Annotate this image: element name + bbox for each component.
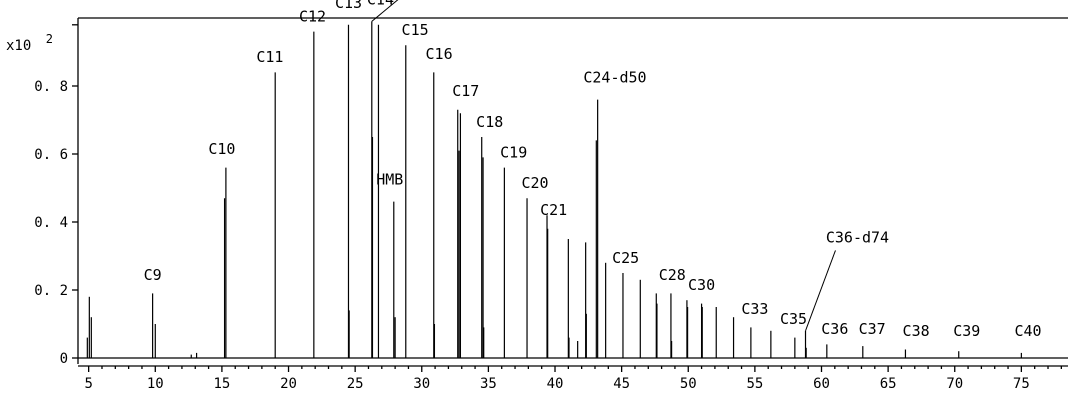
x-tick-label: 25 (347, 376, 364, 392)
leader-line (371, 0, 399, 22)
peak-label: C21 (540, 201, 567, 219)
peak-label: C14 (367, 0, 394, 8)
x-tick-label: 20 (280, 376, 297, 392)
peak-label: C30 (688, 276, 715, 294)
peak-label: C36-d74 (826, 228, 889, 246)
peak-label: C40 (1014, 322, 1041, 340)
peak-label: C9 (144, 266, 162, 284)
x-tick-label: 70 (946, 376, 963, 392)
y-tick-label: 0. 6 (34, 147, 68, 163)
peak-label: C36 (821, 320, 848, 338)
x-tick-label: 75 (1013, 376, 1030, 392)
y-tick-label: 0. 4 (34, 215, 68, 231)
x-tick-label: 30 (413, 376, 430, 392)
y-multiplier-exponent: 2 (46, 32, 53, 46)
peak-label: C10 (208, 140, 235, 158)
y-tick-label: 0 (60, 351, 68, 367)
leader-line (805, 250, 836, 331)
y-tick-label: 0. 8 (34, 79, 68, 95)
peak-label: C17 (452, 82, 479, 100)
y-multiplier-label: x10 2 (6, 32, 53, 54)
peak-label: C28 (659, 266, 686, 284)
x-tick-label: 65 (880, 376, 897, 392)
peak-label: C39 (953, 322, 980, 340)
svg-text:x10 2: x10 2 (6, 32, 53, 54)
peaks (86, 21, 1022, 358)
peak-label: C33 (741, 300, 768, 318)
x-tick-label: 5 (84, 376, 92, 392)
peak-label: C25 (612, 249, 639, 267)
x-tick-label: 55 (746, 376, 763, 392)
peak-label: C37 (859, 320, 886, 338)
peak-label: C20 (521, 174, 548, 192)
x-tick-label: 35 (480, 376, 497, 392)
y-multiplier-base: x10 (6, 38, 31, 54)
x-tick-label: 45 (613, 376, 630, 392)
peak-label: C11 (256, 48, 283, 66)
x-tick-label: 50 (680, 376, 697, 392)
x-tick-label: 15 (213, 376, 230, 392)
peak-label: C18 (476, 113, 503, 131)
peak-label: C19 (500, 143, 527, 161)
peak-label: C38 (903, 322, 930, 340)
x-tick-label: 40 (547, 376, 564, 392)
x-tick-label: 60 (813, 376, 830, 392)
x-tick-label: 10 (147, 376, 164, 392)
peak-label: C15 (402, 21, 429, 39)
peak-label: C12 (299, 7, 326, 25)
peak-label: C16 (426, 45, 453, 63)
y-tick-label: 0. 2 (34, 283, 68, 299)
axes: 0 0. 2 0. 4 0. 6 0. 8 5 10 15 20 25 30 35 40 45 50 55 60… (34, 17, 1068, 392)
peak-label: C24-d50 (583, 69, 646, 87)
peak-label: C35 (780, 310, 807, 328)
peak-label: C13 (335, 0, 362, 12)
peak-labels: C9C10C11C12C13C14C14-d30C15C16HMBC17C18C… (144, 0, 1042, 340)
peak-label: HMB (376, 171, 403, 189)
